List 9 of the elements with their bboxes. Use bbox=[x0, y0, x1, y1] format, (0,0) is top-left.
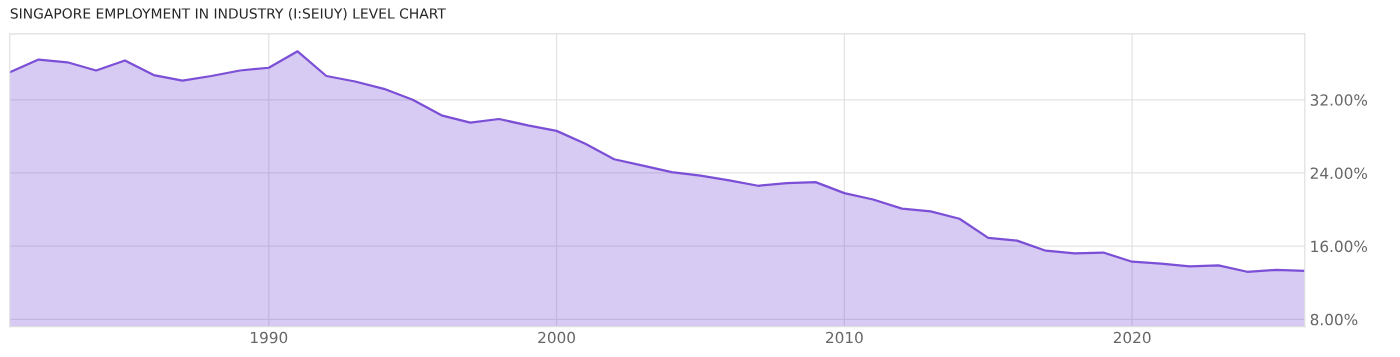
y-tick-label: 8.00% bbox=[1310, 313, 1358, 326]
x-tick-label: 1990 bbox=[251, 331, 288, 344]
y-tick-label: 24.00% bbox=[1310, 167, 1368, 179]
y-tick-label: 16.00% bbox=[1311, 240, 1368, 253]
x-tick-label: 2020 bbox=[1113, 331, 1151, 344]
chart-title: SINGAPORE EMPLOYMENT IN INDUSTRY (I:SEIUY) LEVEL CHART bbox=[10, 7, 446, 21]
x-tick-label: 2000 bbox=[538, 331, 575, 344]
x-tick-label: 2010 bbox=[826, 331, 863, 344]
y-tick-label: 32.00% bbox=[1310, 94, 1368, 106]
